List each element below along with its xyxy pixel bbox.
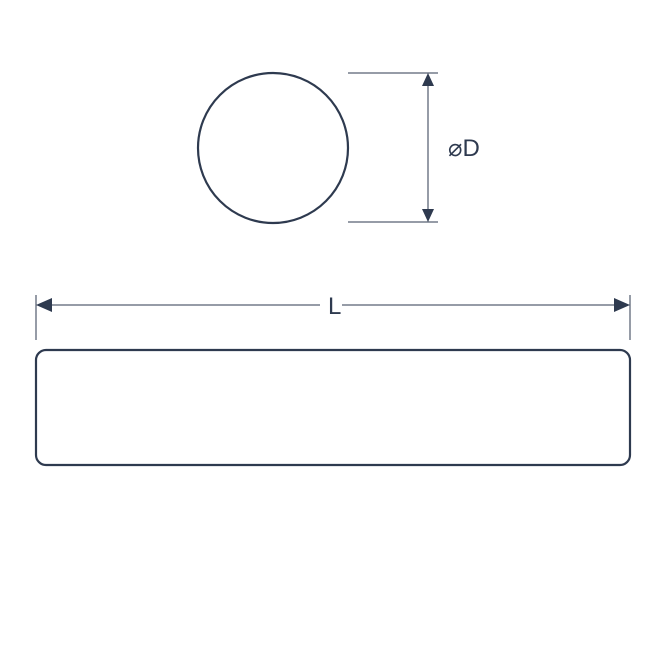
arrowhead-up-icon <box>422 73 434 86</box>
diameter-dimension <box>422 73 434 222</box>
arrowhead-left-icon <box>36 298 52 312</box>
technical-drawing: ⌀D L <box>0 0 670 670</box>
diameter-label: ⌀D <box>448 135 480 162</box>
arrowhead-down-icon <box>422 209 434 222</box>
arrowhead-right-icon <box>614 298 630 312</box>
circle-end-view <box>198 73 348 223</box>
length-label: L <box>328 293 341 320</box>
side-view-rect <box>36 350 630 465</box>
